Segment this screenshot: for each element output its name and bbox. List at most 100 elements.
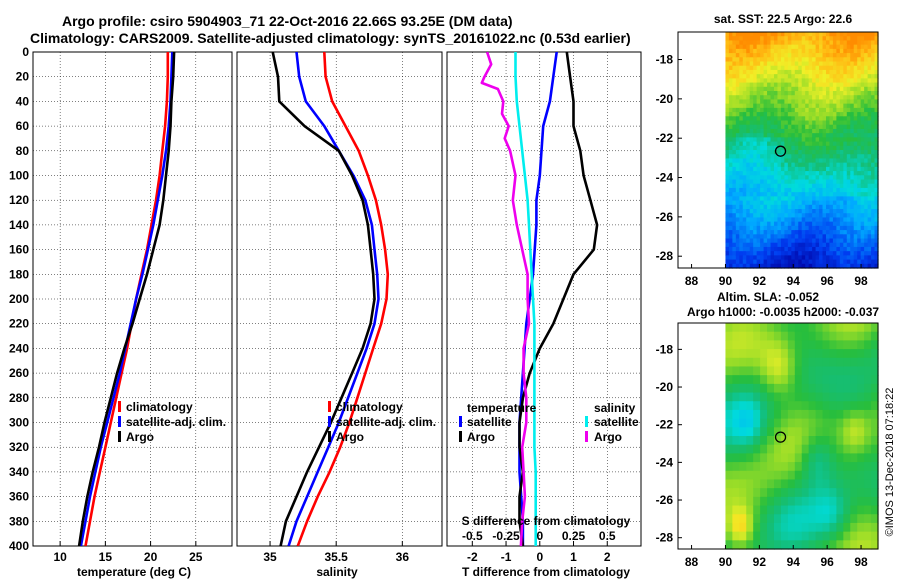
map-cell [794, 225, 799, 231]
map-cell [780, 238, 785, 244]
map-cell [787, 32, 792, 37]
map-cell [756, 154, 761, 160]
map-cell [770, 221, 775, 227]
map-cell [773, 162, 779, 168]
map-cell [773, 323, 782, 333]
map-cell [777, 69, 782, 75]
map-cell [860, 133, 865, 138]
map-cell [763, 154, 768, 160]
map-cell [836, 409, 844, 420]
map-cell [725, 48, 730, 54]
map-cell [794, 259, 799, 265]
map-cell [829, 242, 834, 248]
map-cell [794, 217, 799, 223]
map-cell [826, 263, 831, 269]
map-cell [742, 175, 747, 181]
map-cell [846, 196, 851, 202]
map-cell [843, 259, 848, 265]
map-cell [829, 103, 834, 109]
map-cell [874, 61, 879, 67]
map-cell [787, 187, 792, 193]
map-cell [864, 69, 869, 75]
map-cell [753, 124, 758, 130]
map-cell [746, 246, 751, 252]
map-cell [819, 40, 824, 46]
map-cell [725, 540, 733, 550]
map-cell [843, 418, 851, 428]
map-cell [815, 263, 820, 269]
map-cell [801, 436, 810, 446]
map-cell [749, 187, 754, 193]
map-cell [819, 124, 824, 130]
map-cell [742, 141, 747, 147]
map-cell [753, 133, 758, 138]
map-cell [860, 183, 865, 189]
map-cell [777, 187, 782, 193]
map-cell [808, 209, 813, 214]
map-cell [746, 230, 751, 235]
map-cell [780, 200, 785, 206]
map-cell [746, 259, 751, 265]
map-cell [829, 137, 834, 143]
map-cell [857, 357, 865, 368]
map-cell [826, 91, 831, 96]
map-cell [777, 246, 782, 252]
map-cell [874, 230, 879, 235]
legend-label-climatology: climatology [126, 400, 193, 414]
map-cell [794, 166, 799, 172]
map-cell [801, 331, 810, 341]
map-cell [836, 78, 841, 84]
map-cell [826, 150, 831, 155]
map-cell [839, 103, 844, 109]
map-cell [749, 175, 754, 181]
map-cell [864, 230, 869, 235]
map-cell [832, 36, 837, 42]
map-cell [746, 401, 754, 411]
map-cell [826, 234, 831, 240]
map-cell [832, 74, 837, 79]
map-cell [850, 82, 855, 88]
map-cell [725, 200, 730, 206]
map-cell [773, 470, 782, 481]
map-cell [780, 496, 789, 507]
map-cell [857, 531, 865, 541]
map-cell [871, 183, 876, 189]
map-cell [826, 238, 831, 244]
map-cell [812, 154, 817, 160]
map-cell [756, 150, 761, 155]
map-cell [749, 238, 754, 244]
map-cell [843, 196, 848, 202]
map-cell [857, 331, 865, 341]
map-cell [742, 48, 747, 54]
map-cell [815, 192, 820, 197]
map-cell [780, 488, 789, 498]
map-cell [767, 531, 775, 541]
map-cell [770, 171, 775, 176]
map-cell [822, 531, 831, 541]
map-cell [732, 154, 737, 160]
map-cell [812, 61, 817, 67]
map-cell [767, 323, 775, 333]
map-cell [805, 61, 810, 67]
map-cell [829, 162, 834, 168]
map-cell [732, 340, 740, 350]
map-cell [773, 409, 782, 420]
map-cell [846, 103, 851, 109]
map-cell [829, 522, 837, 533]
map-cell [763, 166, 768, 172]
map-cell [829, 36, 834, 42]
map-cell [784, 242, 789, 248]
map-cell [812, 78, 817, 84]
map-cell [815, 251, 820, 256]
map-cell [829, 230, 834, 235]
map-cell [798, 107, 803, 113]
map-cell [846, 99, 851, 105]
map-cell [874, 238, 879, 244]
map-cell [787, 107, 792, 113]
map-cell [819, 141, 824, 147]
map-cell [735, 238, 740, 244]
map-cell [864, 418, 872, 428]
map-cell [756, 57, 761, 63]
map-cell [725, 57, 730, 63]
map-cell [843, 116, 848, 122]
